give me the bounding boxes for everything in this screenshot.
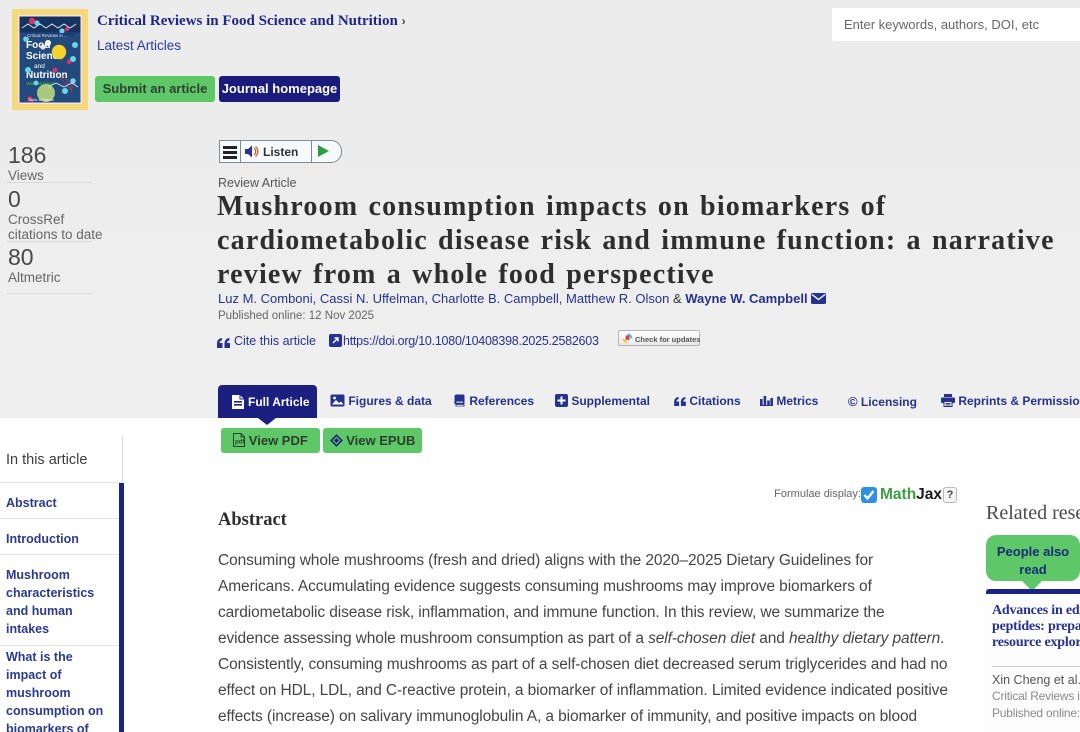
svg-text:pdf: pdf <box>235 440 245 446</box>
svg-text:Taylor & Francis: Taylor & Francis <box>28 98 54 102</box>
svg-text:Food: Food <box>26 40 50 51</box>
svg-text:and: and <box>34 63 45 70</box>
svg-text:Critical Reviews in ...: Critical Reviews in ... <box>27 33 68 38</box>
svg-text:Science: Science <box>26 51 64 62</box>
svg-text:Nutrition: Nutrition <box>26 70 68 81</box>
svg-text:Volume Issue: Volume Issue <box>26 81 55 86</box>
